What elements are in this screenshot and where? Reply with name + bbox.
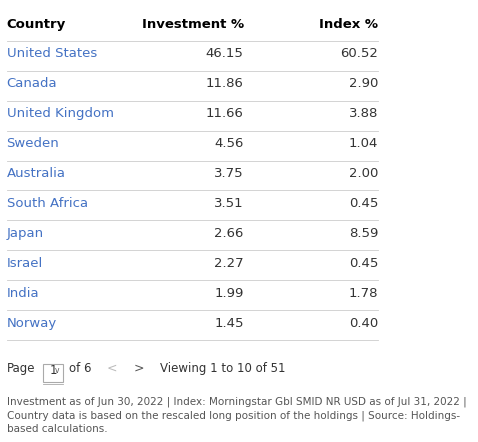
Text: 8.59: 8.59 — [349, 227, 379, 240]
Text: 2.66: 2.66 — [214, 227, 244, 240]
Text: 1: 1 — [49, 365, 57, 377]
Text: v: v — [55, 366, 60, 375]
Text: 2.27: 2.27 — [214, 257, 244, 270]
Text: 3.75: 3.75 — [214, 167, 244, 180]
Text: Canada: Canada — [7, 77, 57, 90]
Text: 3.88: 3.88 — [349, 107, 379, 120]
Text: 0.40: 0.40 — [349, 317, 379, 330]
Text: Investment %: Investment % — [141, 18, 244, 30]
Text: 46.15: 46.15 — [206, 47, 244, 61]
Text: Japan: Japan — [7, 227, 43, 240]
Text: Index %: Index % — [319, 18, 379, 30]
Text: 11.86: 11.86 — [206, 77, 244, 90]
Text: Israel: Israel — [7, 257, 43, 270]
Text: South Africa: South Africa — [7, 197, 87, 210]
Text: Page: Page — [7, 362, 35, 375]
Text: Sweden: Sweden — [7, 137, 59, 150]
Text: 2.00: 2.00 — [349, 167, 379, 180]
Text: 4.56: 4.56 — [214, 137, 244, 150]
Text: 0.45: 0.45 — [349, 257, 379, 270]
Text: 1.45: 1.45 — [214, 317, 244, 330]
Text: Viewing 1 to 10 of 51: Viewing 1 to 10 of 51 — [160, 362, 286, 375]
Text: 1.99: 1.99 — [214, 287, 244, 300]
Text: 0.45: 0.45 — [349, 197, 379, 210]
Text: 2.90: 2.90 — [349, 77, 379, 90]
Text: >: > — [134, 362, 144, 375]
Text: Country: Country — [7, 18, 66, 30]
Text: 60.52: 60.52 — [340, 47, 379, 61]
FancyBboxPatch shape — [43, 365, 64, 382]
Text: 3.51: 3.51 — [214, 197, 244, 210]
Text: India: India — [7, 287, 39, 300]
Text: Australia: Australia — [7, 167, 65, 180]
Text: of 6: of 6 — [69, 362, 92, 375]
Text: Investment as of Jun 30, 2022 | Index: Morningstar Gbl SMID NR USD as of Jul 31,: Investment as of Jun 30, 2022 | Index: M… — [7, 396, 467, 434]
Text: 1.78: 1.78 — [349, 287, 379, 300]
Text: 1.04: 1.04 — [349, 137, 379, 150]
Text: Norway: Norway — [7, 317, 57, 330]
Text: United Kingdom: United Kingdom — [7, 107, 114, 120]
Text: 11.66: 11.66 — [206, 107, 244, 120]
Text: <: < — [107, 362, 118, 375]
Text: United States: United States — [7, 47, 97, 61]
